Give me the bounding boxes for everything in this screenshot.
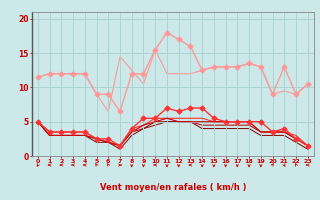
Text: Vent moyen/en rafales ( km/h ): Vent moyen/en rafales ( km/h ) bbox=[100, 184, 246, 192]
